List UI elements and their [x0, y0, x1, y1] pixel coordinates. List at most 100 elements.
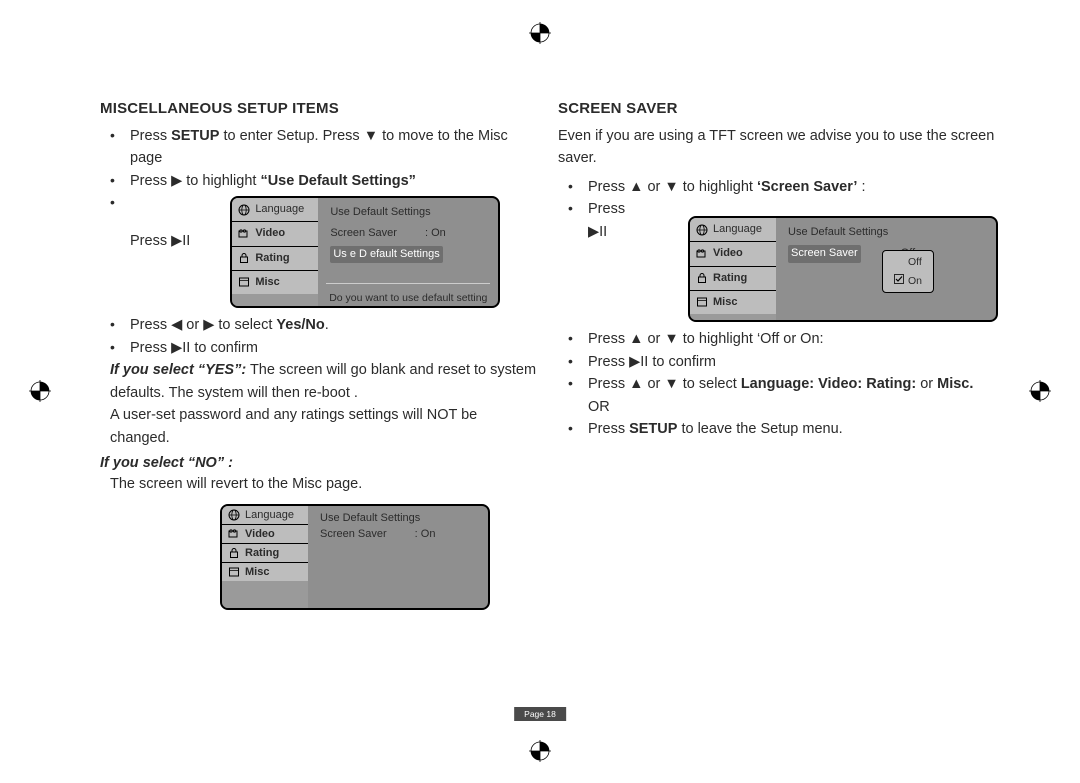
osd-row: Use Default Settings [316, 510, 480, 526]
osd-row-label: Use Default Settings [788, 224, 888, 241]
column-right: SCREEN SAVER Even if you are using a TFT… [558, 100, 998, 713]
text: Press ▲ or ▼ to highlight [588, 179, 757, 195]
text: Press ▲ or ▼ to highlight ‘Off or On: [588, 331, 824, 347]
lock-icon [696, 272, 708, 284]
video-icon [228, 528, 240, 540]
check-icon [894, 273, 904, 289]
registration-mark-top [529, 22, 551, 44]
osd-option-off: Off [886, 253, 930, 271]
option-label: Off [908, 254, 922, 270]
osd-option-on: On [886, 272, 930, 290]
list-item: Press SETUP to enter Setup. Press ▼ to m… [110, 125, 540, 170]
osd-side-label: Rating [255, 250, 289, 267]
paragraph-intro: Even if you are using a TFT screen we ad… [558, 125, 998, 170]
osd-side-label: Video [255, 225, 285, 242]
text: Press ▶II [130, 192, 190, 252]
text-bold: “Use Default Settings” [260, 173, 416, 189]
osd-side-misc: Misc [232, 271, 318, 294]
misc-icon [238, 276, 250, 288]
option-label: On [908, 273, 922, 289]
osd-row-label: Use Default Settings [320, 512, 420, 524]
osd-sidebar: Language Video Rating Misc [222, 506, 308, 608]
list-item: Press ▶II to confirm [110, 337, 540, 359]
osd-side-label: Video [245, 528, 275, 540]
list-item: Press ▶ to highlight “Use Default Settin… [110, 170, 540, 192]
text-italic-bold: If you select “YES”: [110, 362, 246, 378]
osd-row-value: : On [425, 225, 446, 242]
text: : [857, 179, 865, 195]
text: Press ◀ or ▶ to select [130, 317, 276, 333]
text: Press ▶II to confirm [588, 354, 716, 370]
osd-main: Use Default Settings Screen SaverOff Off… [776, 218, 996, 320]
text: or [916, 376, 937, 392]
text: OR [588, 399, 610, 415]
osd-side-video: Video [232, 222, 318, 246]
osd-side-label: Misc [713, 294, 737, 311]
paragraph-password-note: A user-set password and any ratings sett… [110, 404, 540, 449]
heading-screen-saver: SCREEN SAVER [558, 100, 998, 117]
lock-icon [228, 547, 240, 559]
globe-icon [238, 204, 250, 216]
registration-mark-right [1029, 380, 1051, 402]
osd-default-settings-dialog: Language Video Rating Misc Use Default S… [230, 196, 500, 308]
osd-row-label: Use Default Settings [330, 204, 430, 221]
text-bold: Yes/No [276, 317, 324, 333]
osd-main: Use Default Settings Screen Saver : On [308, 506, 488, 608]
registration-mark-bottom [529, 740, 551, 762]
text-bold: SETUP [171, 128, 219, 144]
text: Press ▲ or ▼ to select [588, 376, 741, 392]
text: Press ▶ to highlight [130, 173, 260, 189]
osd-side-language: Language [222, 506, 308, 525]
text-bold: ‘Screen Saver’ [757, 179, 858, 195]
osd-side-misc: Misc [690, 291, 776, 314]
osd-row-label: Screen Saver [320, 528, 387, 540]
list-item: Press SETUP to leave the Setup menu. [568, 418, 998, 440]
osd-misc-page: Language Video Rating Misc Use Default S… [220, 504, 490, 610]
paragraph-yes: If you select “YES”: The screen will go … [110, 359, 540, 404]
text-bold: SETUP [629, 421, 677, 437]
osd-side-rating: Rating [232, 247, 318, 271]
osd-main: Use Default Settings Screen Saver : On Us… [318, 198, 498, 306]
text: to leave the Setup menu. [677, 421, 842, 437]
osd-side-video: Video [690, 242, 776, 266]
osd-side-misc: Misc [222, 563, 308, 581]
text-bold: Language: Video: Rating: [741, 376, 916, 392]
osd-side-rating: Rating [222, 544, 308, 563]
text: . [325, 317, 329, 333]
osd-sidebar: Language Video Rating Misc [690, 218, 776, 320]
heading-misc-setup: MISCELLANEOUS SETUP ITEMS [100, 100, 540, 117]
column-left: MISCELLANEOUS SETUP ITEMS Press SETUP to… [100, 100, 540, 713]
paragraph-no-body: The screen will revert to the Misc page. [110, 473, 540, 495]
osd-row-value: : On [415, 528, 436, 540]
osd-row-label: Us e D efault Settings [330, 246, 442, 263]
list-item: Press ▶II to confirm [568, 351, 998, 373]
osd-row-selected: Us e D efault Settings [326, 244, 490, 265]
osd-side-label: Video [713, 245, 743, 262]
osd-side-label: Language [245, 509, 294, 521]
osd-sidebar: Language Video Rating Misc [232, 198, 318, 306]
list-item: Press ◀ or ▶ to select Yes/No. [110, 314, 540, 336]
list-item: Press ▶II Language Video Rating Misc [568, 198, 998, 328]
osd-side-label: Misc [255, 274, 279, 291]
osd-side-language: Language [690, 218, 776, 242]
osd-row-label: Screen Saver [330, 225, 397, 242]
osd-side-label: Misc [245, 566, 269, 578]
osd-side-label: Rating [713, 270, 747, 287]
text: Press [588, 421, 629, 437]
osd-row: Use Default Settings [326, 202, 490, 223]
registration-mark-left [29, 380, 51, 402]
globe-icon [696, 224, 708, 236]
subheading-no: If you select “NO” : [100, 455, 540, 471]
osd-side-language: Language [232, 198, 318, 222]
lock-icon [238, 252, 250, 264]
misc-icon [228, 566, 240, 578]
misc-icon [696, 296, 708, 308]
page-number: Page 18 [514, 707, 566, 721]
osd-side-label: Rating [245, 547, 279, 559]
osd-row: Use Default Settings [784, 222, 988, 243]
osd-row-label: Screen Saver [788, 245, 861, 262]
text: Press [130, 128, 171, 144]
osd-side-rating: Rating [690, 267, 776, 291]
osd-side-video: Video [222, 525, 308, 544]
list-item: Press ▲ or ▼ to highlight ‘Off or On: [568, 328, 998, 350]
